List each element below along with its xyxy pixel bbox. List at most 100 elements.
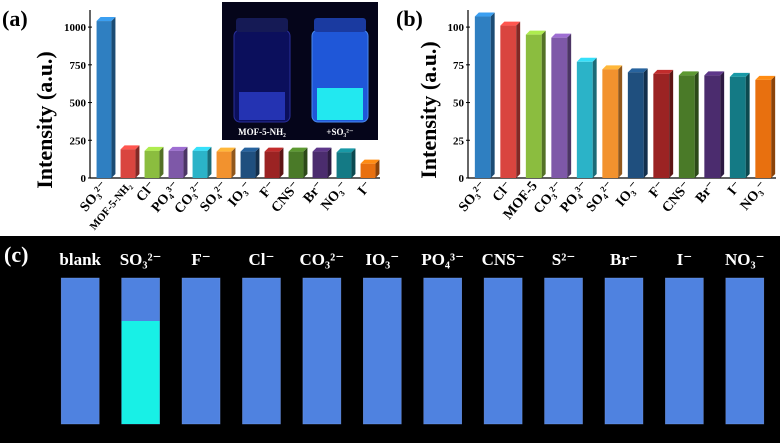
panel-b-ytick-label: 25 bbox=[453, 135, 465, 147]
bar bbox=[192, 146, 212, 178]
bar-front bbox=[360, 163, 376, 178]
strip-label: F⁻ bbox=[191, 250, 210, 269]
test-strip bbox=[60, 277, 100, 425]
bar-side bbox=[207, 146, 212, 178]
bar-front bbox=[729, 76, 746, 178]
bar-top bbox=[312, 147, 332, 152]
strip-fluorescent-zone bbox=[121, 321, 160, 424]
bar-side bbox=[618, 65, 623, 178]
strip-edge bbox=[242, 277, 281, 425]
bar-top bbox=[192, 146, 212, 151]
bar-side bbox=[231, 147, 236, 178]
bar-front bbox=[500, 25, 517, 178]
test-strip bbox=[302, 277, 342, 425]
bar-top bbox=[360, 159, 380, 164]
test-strip bbox=[362, 277, 402, 425]
category-label: CNS⁻ bbox=[660, 179, 694, 216]
bar-top bbox=[602, 65, 623, 70]
strip-body bbox=[61, 278, 100, 424]
bar-side bbox=[303, 147, 308, 178]
bar-front bbox=[336, 152, 352, 178]
bar-side bbox=[720, 71, 725, 178]
bar-side bbox=[490, 12, 495, 179]
bar-side bbox=[771, 75, 776, 178]
bar-top bbox=[627, 68, 648, 73]
panel-b-ytick-label: 100 bbox=[448, 22, 465, 34]
bar-front bbox=[704, 75, 721, 178]
bar bbox=[288, 147, 308, 178]
bar bbox=[312, 147, 332, 178]
bar-top bbox=[525, 30, 546, 35]
bar-side bbox=[279, 147, 284, 178]
bar bbox=[627, 68, 648, 178]
bar bbox=[144, 146, 164, 178]
bar bbox=[576, 57, 597, 178]
panel-c: (c) blank SO₃²⁻ F⁻ Cl⁻ CO₃²⁻ IO₃⁻ PO₄³⁻ CNS⁻ S²⁻… bbox=[0, 236, 780, 443]
strip-label: NO₃⁻ bbox=[725, 250, 765, 269]
bar-top bbox=[500, 21, 521, 26]
test-strip bbox=[423, 277, 463, 425]
strip-label: S²⁻ bbox=[552, 250, 576, 269]
bar bbox=[168, 146, 188, 178]
strip-label: SO₃²⁻ bbox=[120, 250, 162, 269]
strip-edge bbox=[604, 277, 644, 425]
bar-top bbox=[336, 148, 356, 153]
bar bbox=[264, 147, 284, 178]
bar bbox=[602, 65, 623, 178]
bar-side bbox=[567, 33, 572, 179]
bar-front bbox=[120, 149, 136, 178]
strip-label: Cl⁻ bbox=[248, 250, 274, 269]
bar-front bbox=[312, 151, 328, 178]
test-strip bbox=[725, 277, 765, 425]
test-strip bbox=[544, 277, 583, 425]
strip-label: CO₃²⁻ bbox=[300, 250, 345, 269]
bar-front bbox=[192, 150, 208, 178]
bar-top bbox=[551, 33, 572, 38]
panel-b-label: (b) bbox=[396, 6, 423, 31]
bar-side bbox=[669, 69, 674, 178]
bar bbox=[704, 71, 725, 178]
bar-side bbox=[135, 145, 140, 178]
bar-top bbox=[144, 146, 164, 151]
bar-top bbox=[704, 71, 725, 76]
category-label: NO₃⁻ bbox=[319, 179, 351, 214]
strip-edge bbox=[60, 277, 100, 425]
inset-label-right: +SO₃²⁻ bbox=[326, 127, 354, 137]
bar bbox=[500, 21, 521, 178]
strip-edge bbox=[665, 277, 704, 425]
strip-body bbox=[302, 278, 341, 424]
panel-b-ytick-label: 0 bbox=[459, 173, 465, 185]
strip-edge bbox=[302, 277, 342, 425]
bar bbox=[729, 72, 750, 178]
bar-side bbox=[159, 146, 164, 178]
category-label: I⁻ bbox=[355, 179, 375, 198]
bar bbox=[551, 33, 572, 179]
bar-side bbox=[111, 17, 116, 178]
vial-left-cap bbox=[236, 18, 288, 32]
inset-label-left: MOF-5-NH₂ bbox=[238, 127, 286, 137]
bar-front bbox=[264, 151, 280, 178]
strip-body bbox=[484, 278, 523, 424]
panel-a-ytick-label: 500 bbox=[70, 98, 87, 110]
bar-top bbox=[729, 72, 750, 77]
category-label: NO₃⁻ bbox=[738, 179, 770, 214]
category-label: PO₄³⁻ bbox=[558, 179, 592, 216]
strip-body bbox=[665, 278, 704, 424]
bar bbox=[678, 71, 699, 178]
panel-a-ytick-label: 1000 bbox=[64, 22, 87, 34]
bar-side bbox=[255, 147, 260, 178]
bar-front bbox=[576, 61, 593, 178]
bar bbox=[120, 145, 140, 178]
test-strip bbox=[483, 277, 523, 425]
category-label: IO₃⁻ bbox=[226, 179, 255, 210]
strip-edge bbox=[362, 277, 402, 425]
bar-top bbox=[288, 147, 308, 152]
panel-a-ylabel: Intensity (a.u.) bbox=[32, 51, 57, 189]
strip-body bbox=[544, 278, 583, 424]
bar-side bbox=[327, 147, 332, 178]
bar-top bbox=[120, 145, 140, 150]
